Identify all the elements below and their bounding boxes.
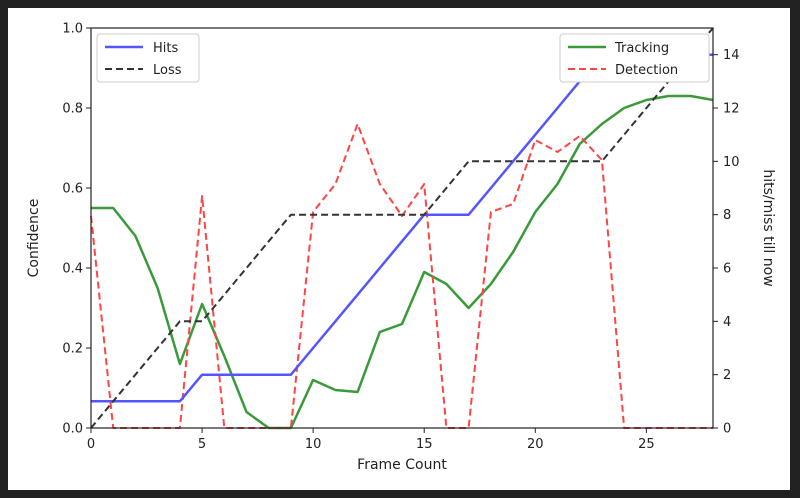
x-tick-label: 15 <box>416 437 433 452</box>
x-tick-label: 25 <box>638 437 655 452</box>
x-tick-label: 20 <box>527 437 544 452</box>
legend-right: Tracking Detection <box>559 33 710 83</box>
x-tick-label: 0 <box>87 437 95 452</box>
y-right-tick-label: 10 <box>723 155 740 170</box>
y-right-tick-label: 8 <box>723 208 731 223</box>
y-right-tick-label: 4 <box>723 315 731 330</box>
series-line-loss <box>90 27 714 429</box>
legend-hits-label: Hits <box>153 41 178 56</box>
y-right-tick-label: 14 <box>723 48 740 63</box>
y-right-tick-label: 0 <box>723 422 731 437</box>
y-left-tick-label: 0.8 <box>62 102 83 117</box>
y-left-tick-label: 0.6 <box>62 182 83 197</box>
y-right-tick-label: 6 <box>723 262 731 277</box>
plot-area-border <box>90 27 714 429</box>
series-line-tracking <box>91 94 714 430</box>
x-tick-label: 10 <box>305 437 322 452</box>
legend-loss-label: Loss <box>153 63 182 78</box>
x-tick-label: 5 <box>198 437 206 452</box>
y-right-tick-label: 2 <box>723 368 731 383</box>
legend-left-box <box>96 33 200 83</box>
legend-tracking-label: Tracking <box>614 41 669 56</box>
y-left-tick-label: 0.0 <box>62 422 83 437</box>
y-left-tick-label: 0.4 <box>62 262 83 277</box>
x-axis-label: Frame Count <box>357 457 447 473</box>
legend-left: Hits Loss <box>96 33 200 83</box>
line-chart: 0 5 10 15 20 25 0.0 0.2 0.4 0.6 0.8 1.0 0 2 4 6 8 10 12 1… <box>26 22 776 474</box>
y-axis-right-label: hits/miss till now <box>760 169 776 286</box>
y-right-tick-label: 12 <box>723 102 740 117</box>
legend-detection-label: Detection <box>615 63 678 78</box>
y-axis-left-label: Confidence <box>26 199 42 278</box>
chart-frame: 0 5 10 15 20 25 0.0 0.2 0.4 0.6 0.8 1.0 0 2 4 6 8 10 12 1… <box>8 8 790 490</box>
y-left-tick-label: 0.2 <box>62 342 83 357</box>
y-left-tick-label: 1.0 <box>62 22 83 37</box>
series-line-detection <box>90 123 713 429</box>
